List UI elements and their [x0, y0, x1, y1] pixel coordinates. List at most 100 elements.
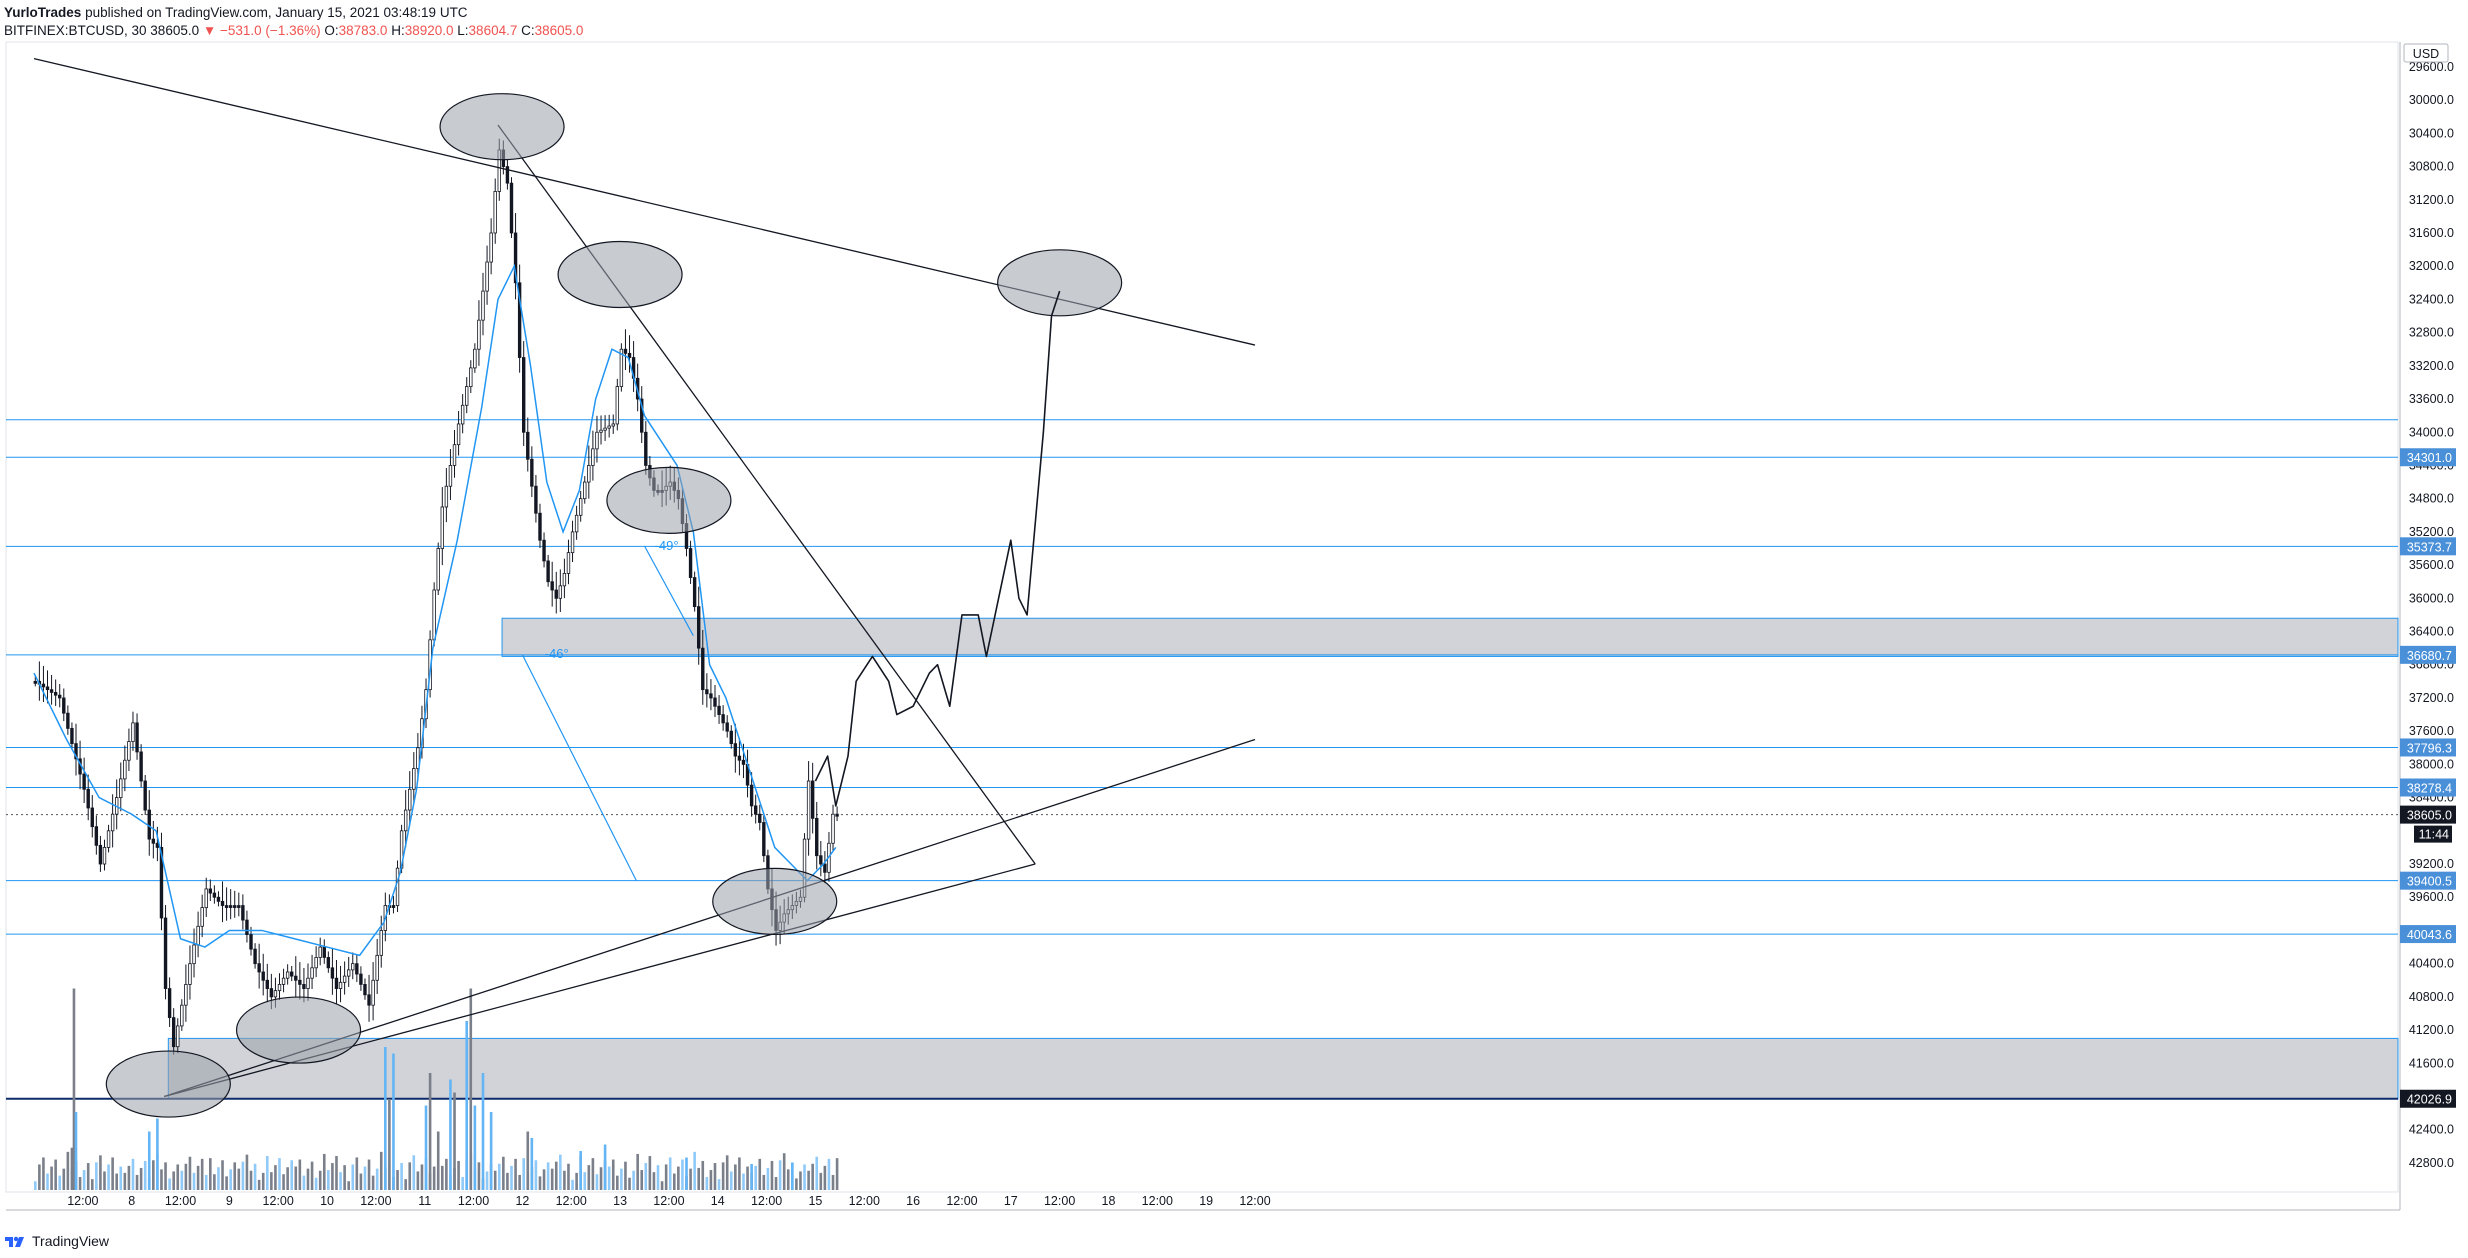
level-price-badge[interactable]: [2400, 645, 2456, 664]
candle-body: [355, 963, 359, 975]
level-price-label: 36680.7: [2407, 649, 2452, 663]
volume-bar: [160, 1169, 163, 1190]
symbol-label[interactable]: BITFINEX:BTCUSD, 30: [4, 23, 147, 38]
price-tick-label: 32000.0: [2409, 259, 2454, 273]
price-tick-label: 30400.0: [2409, 126, 2454, 140]
volume-bar: [469, 988, 473, 1190]
volume-bar: [538, 1176, 542, 1190]
candle-body: [159, 847, 164, 919]
candle-body: [391, 905, 396, 908]
trendline[interactable]: [497, 124, 1036, 865]
author-name[interactable]: YurloTrades: [4, 5, 82, 20]
level-price-badge[interactable]: [2400, 537, 2456, 556]
volume-bar: [697, 1167, 701, 1190]
volume-bar: [477, 1162, 481, 1190]
candle-body: [717, 705, 721, 715]
price-tick-label: 42800.0: [2409, 1156, 2454, 1170]
candle-body: [489, 232, 493, 263]
volume-bar: [335, 1156, 338, 1190]
candle-body: [322, 946, 326, 958]
volume-bar: [481, 1073, 485, 1190]
time-tick-label: 12:00: [946, 1194, 977, 1208]
candle-body: [558, 585, 563, 599]
countdown-label: 11:44: [2419, 828, 2449, 842]
volume-bar: [729, 1171, 733, 1190]
candle-body: [697, 606, 701, 649]
candle-body: [45, 686, 50, 691]
level-price-label: 42026.9: [2407, 1093, 2452, 1107]
volume-bar: [123, 1172, 127, 1190]
currency-label: USD: [2413, 47, 2439, 61]
support-resistance-zone[interactable]: [501, 617, 2399, 657]
volume-bar: [50, 1166, 53, 1190]
time-tick-label: 10: [320, 1194, 334, 1208]
volume-bar: [831, 1174, 835, 1190]
projection-path[interactable]: [814, 290, 1061, 807]
candle-body: [241, 905, 245, 921]
candle-body: [562, 573, 567, 587]
candle-body: [452, 444, 457, 466]
highlight-ellipse[interactable]: [712, 867, 838, 935]
volume-bar: [306, 1168, 310, 1190]
candle-body: [290, 971, 294, 977]
candle-body: [640, 398, 644, 433]
candle-body: [371, 979, 375, 1006]
time-tick-label: 15: [808, 1194, 822, 1208]
candle-body: [237, 905, 241, 908]
price-tick-label: 31200.0: [2409, 193, 2454, 207]
volume-bar: [685, 1157, 688, 1190]
footer-brand[interactable]: TradingView: [4, 1230, 109, 1252]
volume-bar: [770, 1160, 774, 1190]
volume-bar: [502, 1156, 505, 1190]
level-price-badge[interactable]: [2400, 1089, 2456, 1108]
currency-badge[interactable]: [2403, 43, 2449, 63]
candle-body: [599, 429, 603, 433]
volume-bar: [579, 1151, 582, 1190]
price-tick-label: 39600.0: [2409, 890, 2454, 904]
candle-body: [334, 977, 339, 989]
candle-body: [749, 784, 754, 807]
angle-label: -49°: [655, 538, 679, 553]
highlight-ellipse[interactable]: [557, 240, 683, 309]
level-price-badge[interactable]: [2400, 871, 2456, 890]
volume-bar: [652, 1172, 656, 1190]
volume-bar: [514, 1158, 517, 1190]
angle-line[interactable]: [643, 545, 694, 636]
highlight-ellipse[interactable]: [997, 249, 1123, 317]
time-tick-label: 12:00: [1142, 1194, 1173, 1208]
highlight-ellipse[interactable]: [606, 466, 732, 534]
candle-body: [192, 944, 196, 965]
time-tick-label: 11: [418, 1194, 431, 1208]
candle-body: [139, 751, 143, 782]
candle-body: [412, 768, 416, 790]
level-price-badge[interactable]: [2400, 738, 2456, 757]
volume-bar: [225, 1176, 228, 1190]
volume-bar: [379, 1151, 383, 1190]
volume-bar: [587, 1165, 591, 1190]
highlight-ellipse[interactable]: [235, 996, 362, 1064]
volume-bar: [803, 1164, 806, 1190]
candle-body: [58, 694, 62, 699]
volume-bar: [567, 1163, 570, 1190]
volume-bar: [750, 1164, 753, 1190]
highlight-ellipse[interactable]: [439, 93, 565, 161]
volume-bar: [636, 1153, 639, 1190]
candle-body: [245, 919, 249, 935]
volume-bar: [795, 1178, 798, 1190]
level-price-badge[interactable]: [2400, 925, 2456, 944]
volume-bar: [74, 1112, 78, 1190]
candle-body: [379, 930, 383, 956]
volume-bar: [441, 1165, 444, 1190]
volume-bar: [701, 1160, 705, 1190]
candle-body: [176, 1025, 180, 1048]
level-price-badge[interactable]: [2400, 778, 2456, 797]
support-resistance-zone[interactable]: [167, 1037, 2399, 1100]
volume-bar: [416, 1171, 420, 1190]
current-price-badge[interactable]: [2400, 805, 2456, 824]
highlight-ellipse[interactable]: [105, 1050, 231, 1118]
time-tick-label: 9: [226, 1194, 233, 1208]
angle-line[interactable]: [521, 654, 637, 881]
level-price-badge[interactable]: [2400, 448, 2456, 467]
price-tick-label: 42400.0: [2409, 1123, 2454, 1137]
